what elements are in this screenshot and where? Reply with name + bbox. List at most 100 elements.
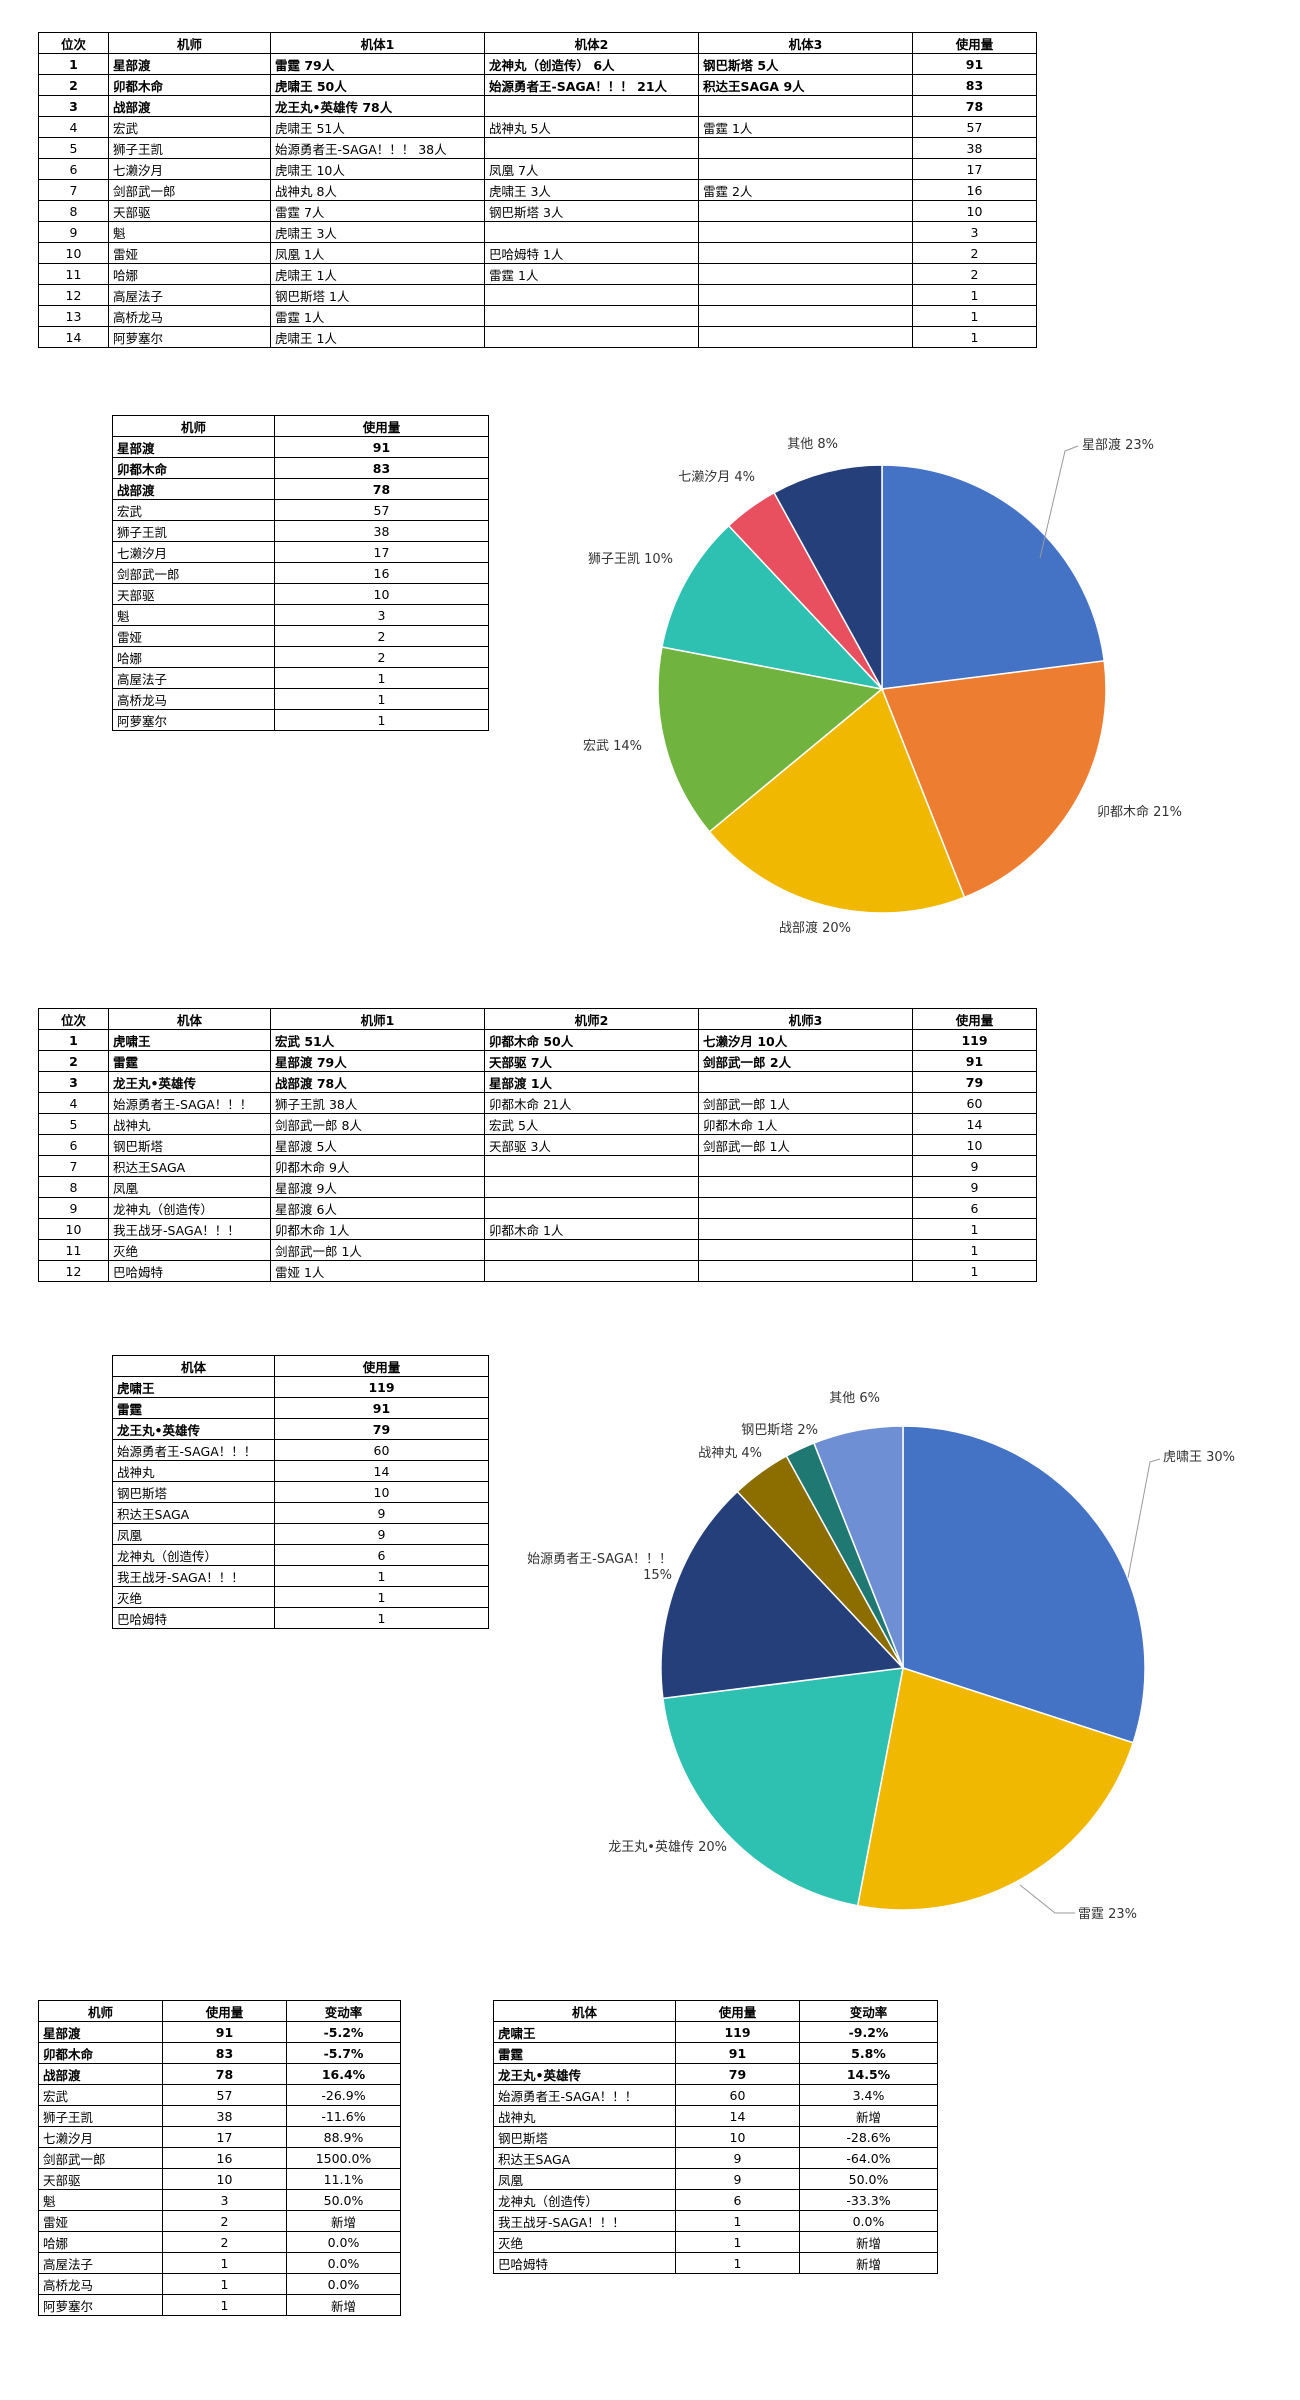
table-row: 战部渡 78 16.4% xyxy=(38,2063,401,2085)
table-row: 七濑汐月 17 88.9% xyxy=(38,2126,401,2148)
pilot-cell: 高屋法子 xyxy=(38,2252,163,2274)
table-row: 9 龙神丸（创造传） 星部渡 6人 6 xyxy=(38,1197,1037,1219)
rank-cell: 12 xyxy=(38,1260,109,1282)
pilot-2-cell: 天部驱 3人 xyxy=(484,1134,699,1156)
table-row: 虎啸王 119 xyxy=(112,1376,489,1398)
pie-slice xyxy=(856,1667,1135,1911)
table-row: 我王战牙-SAGA！！！ 1 xyxy=(112,1565,489,1587)
pilot-cell: 狮子王凯 xyxy=(38,2105,163,2127)
usage-cell: 1 xyxy=(675,2210,800,2232)
header-usage: 使用量 xyxy=(675,2000,800,2022)
mech-usage-table: 机体 使用量 虎啸王 119 雷霆 91 龙王丸•英雄传 79 始源勇者王-SAGA！！！ 6… xyxy=(112,1355,489,1629)
pilot-cell: 魁 xyxy=(112,604,275,626)
usage-cell: 1 xyxy=(162,2252,287,2274)
data-label: 卯都木命 21% xyxy=(1097,804,1182,820)
table-row: 战神丸 14 xyxy=(112,1460,489,1482)
table-row: 12 巴哈姆特 雷娅 1人 1 xyxy=(38,1260,1037,1282)
table-row: 巴哈姆特 1 xyxy=(112,1607,489,1629)
header-pilot-1: 机师1 xyxy=(270,1008,485,1030)
table-row: 雷娅 2 xyxy=(112,625,489,647)
table-row: 龙神丸（创造传） 6 xyxy=(112,1544,489,1566)
usage-cell: 2 xyxy=(162,2231,287,2253)
leader-line xyxy=(1019,1884,1075,1914)
usage-cell: 91 xyxy=(675,2042,800,2064)
pilot-cell: 高桥龙马 xyxy=(108,305,271,327)
table-row: 战神丸 14 新增 xyxy=(493,2105,938,2127)
pilot-cell: 狮子王凯 xyxy=(108,137,271,159)
table-row: 钢巴斯塔 10 xyxy=(112,1481,489,1503)
change-rate-cell: 新增 xyxy=(799,2105,938,2127)
pie-slice xyxy=(880,660,1107,899)
pilot-cell: 哈娜 xyxy=(38,2231,163,2253)
table-row: 哈娜 2 0.0% xyxy=(38,2231,401,2253)
table-row: 雷娅 2 新增 xyxy=(38,2210,401,2232)
change-rate-cell: -9.2% xyxy=(799,2021,938,2043)
change-rate-cell: 5.8% xyxy=(799,2042,938,2064)
header-pilot: 机师 xyxy=(112,415,275,437)
mech-1-cell: 战神丸 8人 xyxy=(270,179,485,201)
pie-slice xyxy=(660,1490,905,1700)
usage-cell: 83 xyxy=(912,74,1037,96)
pilot-cell: 高桥龙马 xyxy=(38,2273,163,2295)
mech-cell: 巴哈姆特 xyxy=(112,1607,275,1629)
pilot-1-cell: 剑部武一郎 8人 xyxy=(270,1113,485,1135)
table-row: 狮子王凯 38 xyxy=(112,520,489,542)
table-row: 宏武 57 xyxy=(112,499,489,521)
pilot-cell: 剑部武一郎 xyxy=(38,2147,163,2169)
mech-top-table: 位次 机体 机师1 机师2 机师3 使用量 1 虎啸王 宏武 51人 卯都木命 50人… xyxy=(38,1008,1037,1282)
mech-cell: 巴哈姆特 xyxy=(493,2252,676,2274)
usage-cell: 14 xyxy=(675,2105,800,2127)
pilot-change-header-row: 机师 使用量 变动率 xyxy=(38,2000,401,2022)
usage-cell: 60 xyxy=(675,2084,800,2106)
data-label: 其他 8% xyxy=(787,437,838,452)
table-row: 卯都木命 83 -5.7% xyxy=(38,2042,401,2064)
pilot-cell: 天部驱 xyxy=(112,583,275,605)
usage-cell: 9 xyxy=(675,2168,800,2190)
table-row: 8 凤凰 星部渡 9人 9 xyxy=(38,1176,1037,1198)
mech-cell: 凤凰 xyxy=(493,2168,676,2190)
usage-cell: 1 xyxy=(274,709,489,731)
pie-slice xyxy=(773,464,883,690)
mech-cell: 龙神丸（创造传） xyxy=(493,2189,676,2211)
change-rate-cell: 11.1% xyxy=(286,2168,401,2190)
table-row: 剑部武一郎 16 1500.0% xyxy=(38,2147,401,2169)
pilot-cell: 七濑汐月 xyxy=(38,2126,163,2148)
change-rate-cell: -28.6% xyxy=(799,2126,938,2148)
table-row: 始源勇者王-SAGA！！！ 60 xyxy=(112,1439,489,1461)
table-row: 始源勇者王-SAGA！！！ 60 3.4% xyxy=(493,2084,938,2106)
mech-cell: 巴哈姆特 xyxy=(108,1260,271,1282)
pilot-cell: 天部驱 xyxy=(108,200,271,222)
change-rate-cell: -64.0% xyxy=(799,2147,938,2169)
usage-cell: 91 xyxy=(274,436,489,458)
mech-1-cell: 凤凰 1人 xyxy=(270,242,485,264)
usage-cell: 1 xyxy=(912,1260,1037,1282)
pilot-1-cell: 狮子王凯 38人 xyxy=(270,1092,485,1114)
change-rate-cell: -5.7% xyxy=(286,2042,401,2064)
data-label: 七濑汐月 4% xyxy=(678,469,755,485)
mech-cell: 钢巴斯塔 xyxy=(493,2126,676,2148)
table-row: 天部驱 10 11.1% xyxy=(38,2168,401,2190)
usage-cell: 10 xyxy=(675,2126,800,2148)
table-row: 1 虎啸王 宏武 51人 卯都木命 50人 七濑汐月 10人 119 xyxy=(38,1029,1037,1051)
pilot-cell: 阿萝塞尔 xyxy=(38,2294,163,2316)
pilot-2-cell: 宏武 5人 xyxy=(484,1113,699,1135)
table-row: 战部渡 78 xyxy=(112,478,489,500)
mech-cell: 我王战牙-SAGA！！！ xyxy=(493,2210,676,2232)
table-row: 巴哈姆特 1 新增 xyxy=(493,2252,938,2274)
change-rate-cell: -11.6% xyxy=(286,2105,401,2127)
pilot-cell: 星部渡 xyxy=(38,2021,163,2043)
usage-cell: 16 xyxy=(162,2147,287,2169)
change-rate-cell: 0.0% xyxy=(286,2273,401,2295)
mech-cell: 虎啸王 xyxy=(112,1376,275,1398)
change-rate-cell: 16.4% xyxy=(286,2063,401,2085)
mech-cell: 积达王SAGA xyxy=(112,1502,275,1524)
table-row: 3 龙王丸•英雄传 战部渡 78人 星部渡 1人 79 xyxy=(38,1071,1037,1093)
pilot-1-cell: 战部渡 78人 xyxy=(270,1071,485,1093)
table-row: 高桥龙马 1 0.0% xyxy=(38,2273,401,2295)
usage-cell: 91 xyxy=(274,1397,489,1419)
data-label: 龙王丸•英雄传 20% xyxy=(608,1840,727,1855)
pilot-cell: 阿萝塞尔 xyxy=(108,326,271,348)
pilot-usage-header-row: 机师 使用量 xyxy=(112,415,489,437)
leader-line xyxy=(1127,1458,1161,1579)
